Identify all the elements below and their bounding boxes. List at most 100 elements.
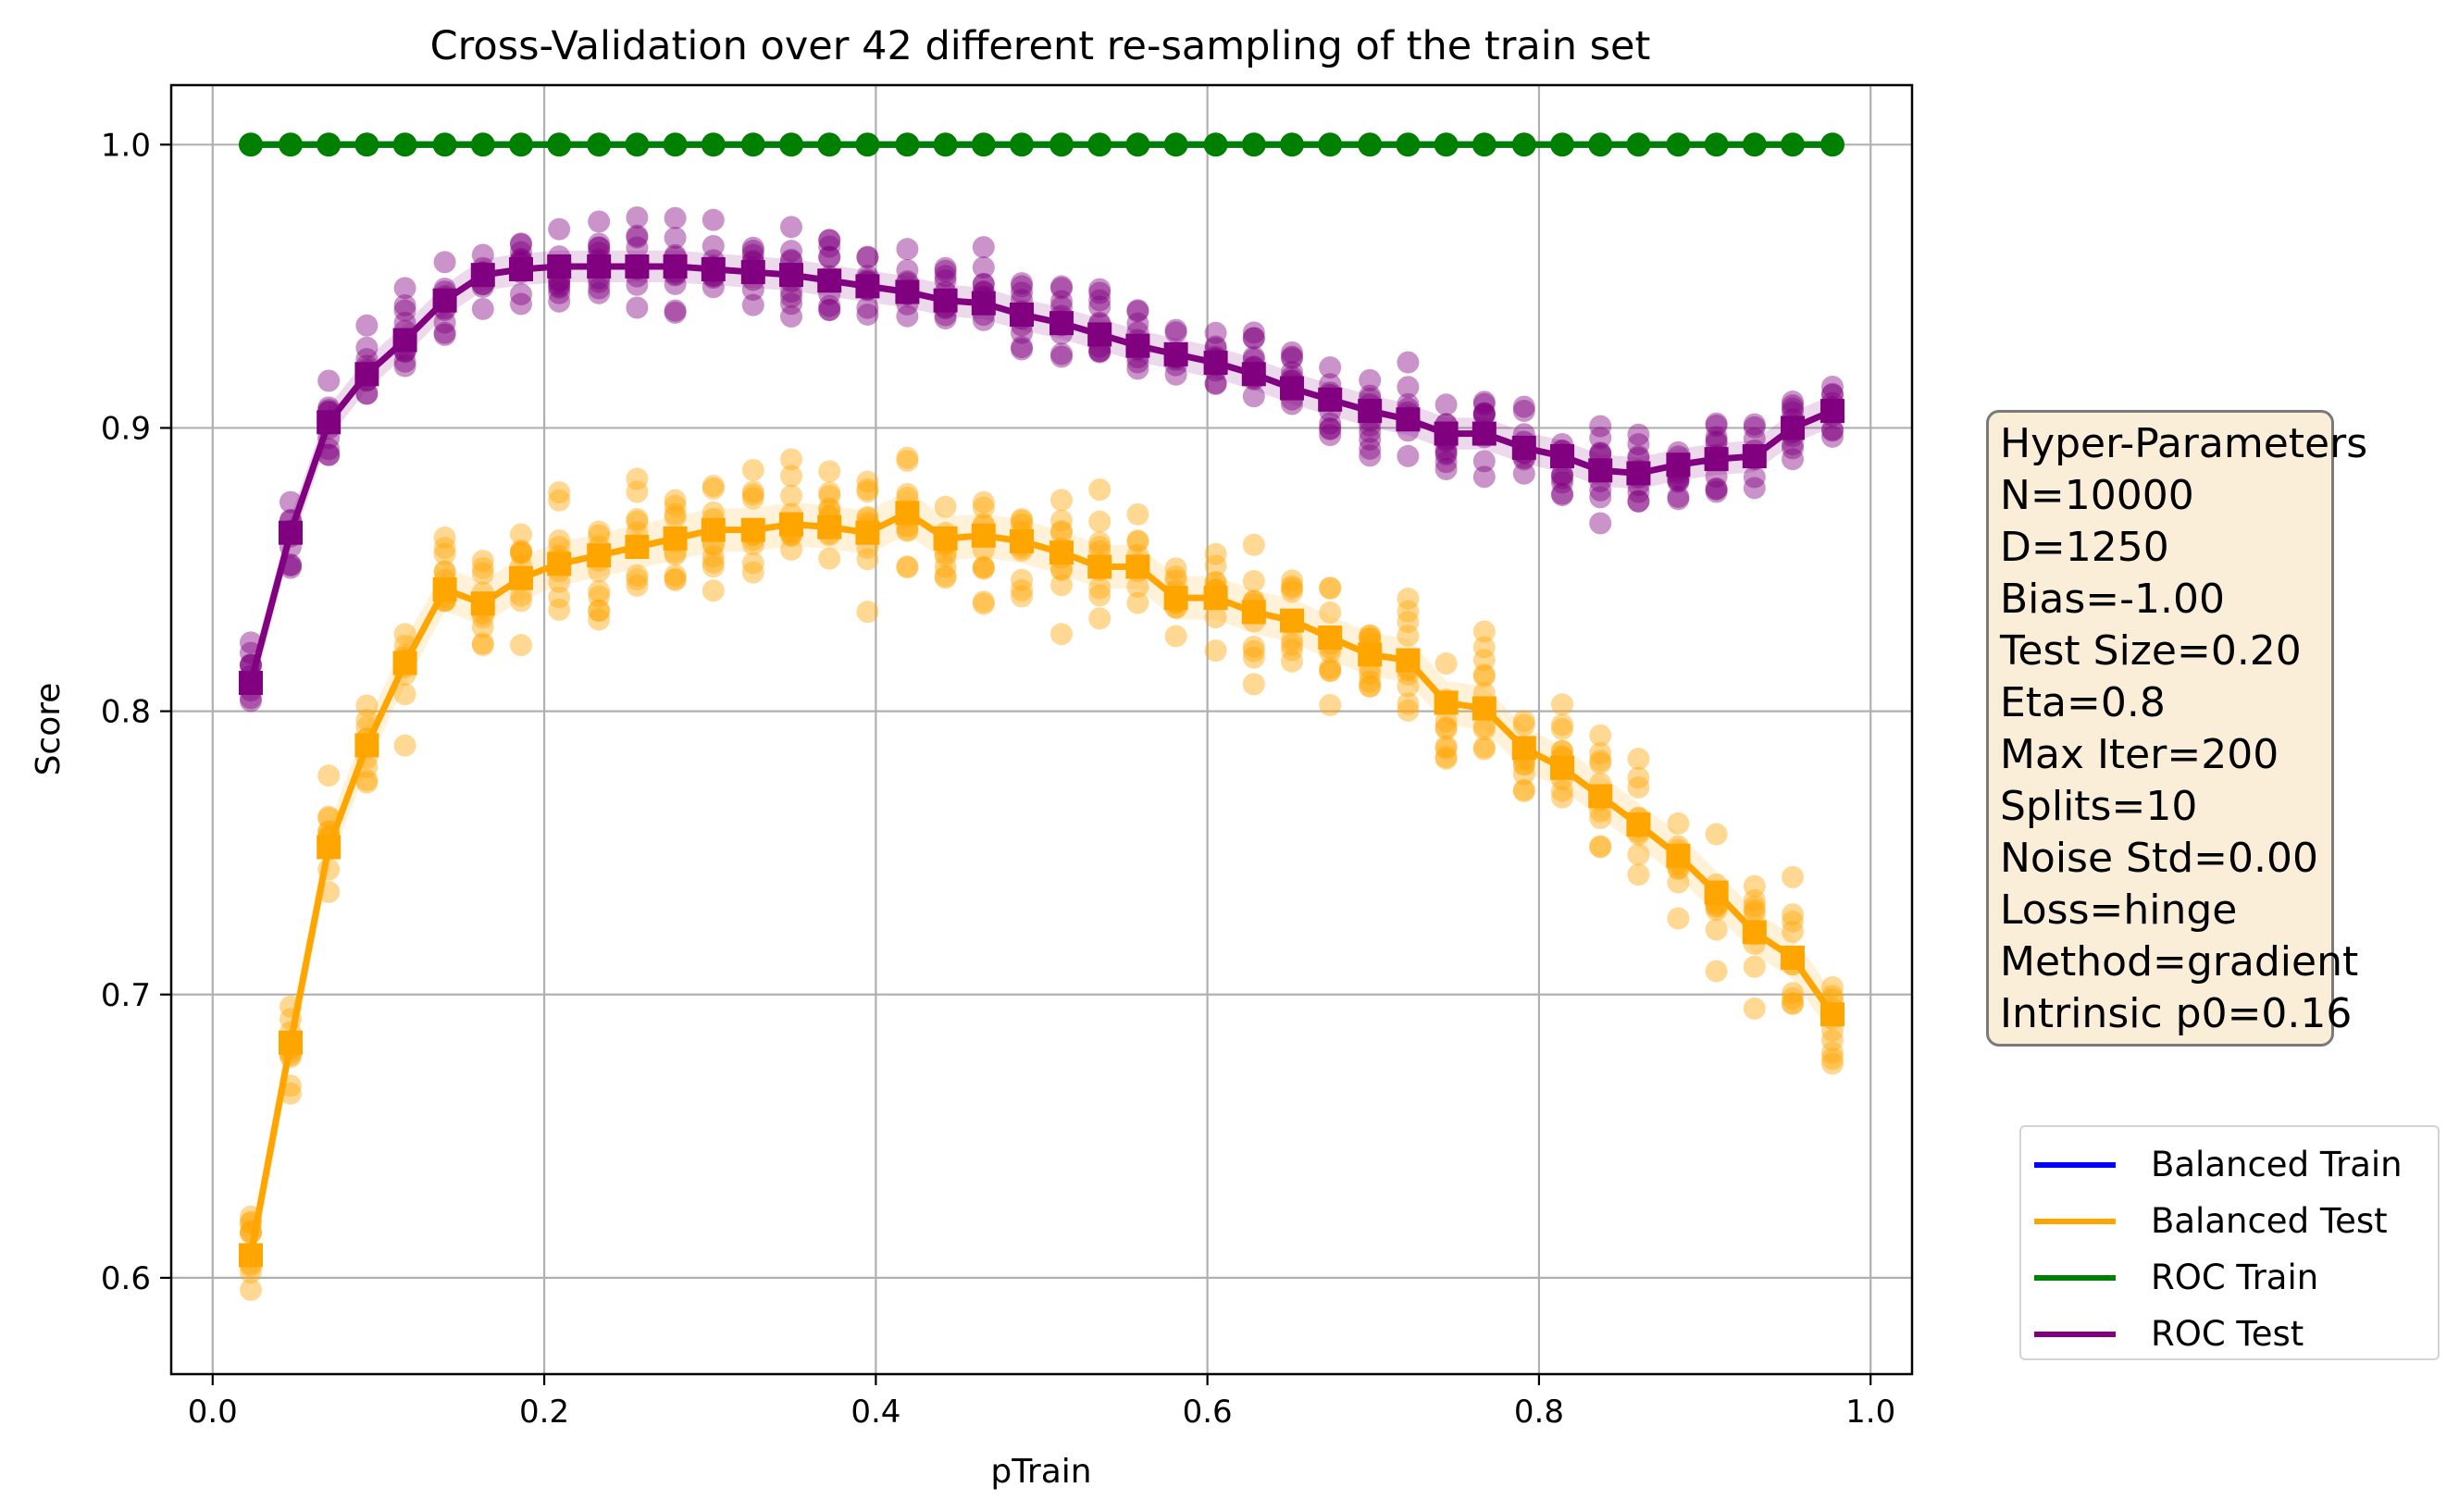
series-point bbox=[1203, 132, 1228, 157]
fold-point bbox=[355, 694, 379, 717]
fold-point bbox=[818, 245, 841, 268]
fold-point bbox=[664, 489, 687, 512]
fold-point bbox=[1743, 413, 1766, 436]
fold-point bbox=[1821, 1052, 1844, 1075]
fold-point bbox=[856, 480, 879, 503]
fold-point bbox=[1472, 403, 1496, 426]
legend-label: Balanced Train bbox=[2151, 1145, 2403, 1184]
fold-point bbox=[1589, 478, 1612, 502]
fold-point bbox=[1589, 741, 1612, 764]
x-tick-label: 1.0 bbox=[1845, 1394, 1895, 1431]
series-point bbox=[1820, 132, 1845, 157]
fold-point bbox=[856, 303, 879, 326]
series-point bbox=[1434, 421, 1459, 446]
fold-point bbox=[433, 560, 456, 583]
series-point bbox=[392, 651, 417, 675]
legend-item-balanced-train: Balanced Train bbox=[2021, 1136, 2438, 1193]
hyperparameter-line: Method=gradient bbox=[2000, 938, 2359, 985]
fold-point bbox=[1164, 321, 1187, 344]
hyperparameter-line: Loss=hinge bbox=[2000, 886, 2238, 934]
fold-point bbox=[1705, 823, 1728, 846]
fold-point bbox=[1126, 591, 1149, 614]
fold-point bbox=[471, 615, 494, 638]
series-point bbox=[1781, 945, 1806, 970]
fold-point bbox=[317, 443, 341, 466]
fold-point bbox=[1281, 341, 1304, 364]
series-point bbox=[1626, 812, 1651, 837]
fold-point bbox=[1472, 663, 1496, 686]
fold-point bbox=[1589, 806, 1612, 829]
fold-point bbox=[1782, 865, 1805, 888]
fold-point bbox=[548, 489, 571, 512]
fold-point bbox=[1743, 477, 1766, 500]
series-point bbox=[855, 520, 880, 545]
fold-point bbox=[818, 235, 841, 258]
fold-point bbox=[818, 298, 841, 321]
fold-point bbox=[856, 246, 879, 269]
fold-point bbox=[1088, 278, 1112, 301]
series-point bbox=[1588, 132, 1613, 157]
fold-point bbox=[1551, 693, 1574, 716]
series-point bbox=[933, 526, 958, 551]
fold-point bbox=[1359, 670, 1382, 693]
series-point bbox=[1049, 540, 1074, 565]
fold-point bbox=[1049, 521, 1073, 544]
fold-point bbox=[509, 292, 532, 316]
fold-point bbox=[1359, 428, 1382, 451]
fold-point bbox=[1705, 426, 1728, 449]
fold-point bbox=[896, 450, 919, 473]
fold-point bbox=[626, 226, 649, 249]
fold-point bbox=[548, 290, 571, 313]
series-point bbox=[317, 835, 342, 860]
fold-point bbox=[1164, 565, 1187, 589]
fold-point bbox=[972, 273, 995, 296]
fold-point bbox=[741, 561, 764, 584]
fold-point bbox=[1397, 699, 1420, 722]
fold-point bbox=[393, 354, 416, 378]
series-point bbox=[547, 552, 572, 576]
fold-point bbox=[1088, 584, 1112, 607]
fold-point bbox=[1743, 997, 1766, 1020]
fold-point bbox=[934, 259, 957, 282]
fold-point bbox=[1821, 975, 1844, 998]
fold-point bbox=[1281, 576, 1304, 600]
series-point bbox=[1010, 528, 1035, 553]
fold-point bbox=[433, 323, 456, 346]
series-point bbox=[855, 274, 880, 299]
fold-point bbox=[1319, 576, 1342, 600]
series-point bbox=[508, 132, 533, 157]
fold-point bbox=[1667, 488, 1690, 511]
fold-point bbox=[433, 526, 456, 549]
fold-point bbox=[818, 460, 841, 483]
fold-point bbox=[588, 579, 611, 602]
series-point bbox=[1280, 132, 1305, 157]
fold-point bbox=[934, 269, 957, 292]
fold-point bbox=[1319, 417, 1342, 440]
series-point bbox=[508, 257, 533, 281]
series-point bbox=[1280, 608, 1305, 633]
fold-point bbox=[1281, 345, 1304, 368]
fold-point bbox=[818, 229, 841, 252]
fold-point bbox=[779, 448, 802, 471]
series-point bbox=[663, 132, 688, 157]
fold-point bbox=[896, 446, 919, 469]
fold-point bbox=[1088, 536, 1112, 559]
hyperparameter-line: Bias=-1.00 bbox=[2000, 576, 2226, 623]
fold-point bbox=[1397, 587, 1420, 610]
fold-point bbox=[779, 292, 802, 316]
fold-point bbox=[1782, 448, 1805, 471]
fold-point bbox=[433, 311, 456, 334]
fold-point bbox=[1281, 633, 1304, 656]
fold-point bbox=[355, 769, 379, 792]
hyperparameter-line: D=1250 bbox=[2000, 524, 2169, 571]
series-point bbox=[1125, 554, 1150, 579]
fold-point bbox=[741, 240, 764, 263]
fold-point bbox=[1627, 433, 1650, 456]
fold-point bbox=[1551, 471, 1574, 494]
axis-ticks: 0.0 0.2 0.4 0.6 0.8 1.0 0.6 0.7 0.8 0.9 1.0 bbox=[101, 127, 1895, 1431]
hyperparameter-line: Intrinsic p0=0.16 bbox=[2000, 990, 2353, 1037]
legend-swatch bbox=[2034, 1218, 2116, 1224]
fold-point bbox=[355, 314, 379, 337]
fold-point bbox=[1088, 289, 1112, 312]
fold-point bbox=[1049, 623, 1073, 646]
